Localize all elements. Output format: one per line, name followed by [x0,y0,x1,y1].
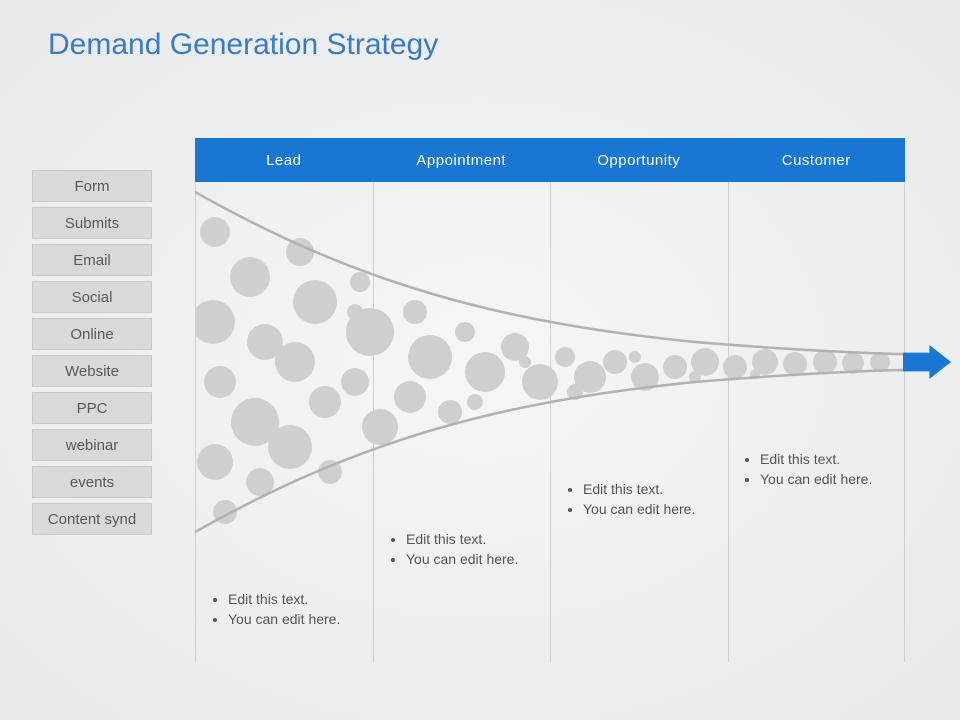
bullet-item: You can edit here. [583,500,735,520]
bullet-item: Edit this text. [228,590,380,610]
grid-line [195,182,196,662]
sidebar-item: Email [32,244,152,276]
sidebar-item: Website [32,355,152,387]
grid-line [904,182,905,662]
grid-line [728,182,729,662]
sidebar-item: events [32,466,152,498]
bullet-item: You can edit here. [760,470,912,490]
stage-header-cell: Opportunity [550,138,728,182]
stage-bullets: Edit this text.You can edit here. [742,450,912,489]
sidebar-item: webinar [32,429,152,461]
bullet-item: You can edit here. [406,550,558,570]
sidebar-item: Social [32,281,152,313]
stage-header-cell: Lead [195,138,373,182]
bullet-item: Edit this text. [406,530,558,550]
bullet-item: You can edit here. [228,610,380,630]
sidebar-item: PPC [32,392,152,424]
page-title: Demand Generation Strategy [48,28,438,62]
stage-header-cell: Customer [728,138,906,182]
stage-bullets: Edit this text.You can edit here. [210,590,380,629]
sidebar-item: Submits [32,207,152,239]
stage-bullets: Edit this text.You can edit here. [565,480,735,519]
stage-header-cell: Appointment [373,138,551,182]
sidebar-item: Online [32,318,152,350]
stage-bullets: Edit this text.You can edit here. [388,530,558,569]
output-arrow-icon [903,345,951,379]
stage-header: Lead Appointment Opportunity Customer [195,138,905,182]
sidebar-item: Form [32,170,152,202]
sidebar-item: Content synd [32,503,152,535]
bullet-item: Edit this text. [760,450,912,470]
grid-line [550,182,551,662]
bullet-item: Edit this text. [583,480,735,500]
source-sidebar: Form Submits Email Social Online Website… [32,170,152,540]
